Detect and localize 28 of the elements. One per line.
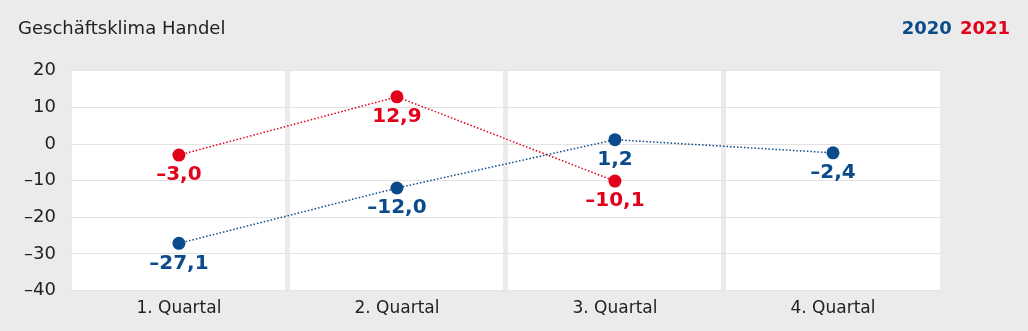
y-tick-label: –20 <box>24 205 56 227</box>
data-label: 12,9 <box>372 103 422 128</box>
data-label: 1,2 <box>597 145 633 170</box>
x-tick-label: 3. Quartal <box>572 297 658 318</box>
point <box>608 133 622 147</box>
point <box>172 236 186 250</box>
y-tick-label: –40 <box>24 278 56 300</box>
y-tick-label: 20 <box>33 58 56 80</box>
text: 2021 <box>959 17 1010 38</box>
point <box>390 181 404 195</box>
y-tick-label: –30 <box>24 241 56 263</box>
point <box>608 174 622 188</box>
data-label: –10,1 <box>585 187 645 212</box>
x-tick-label: 2. Quartal <box>354 297 440 318</box>
data-label: –3,0 <box>156 161 202 186</box>
x-tick-label: 1. Quartal <box>136 297 222 318</box>
y-tick-label: 10 <box>33 95 56 117</box>
data-label: –2,4 <box>810 159 856 184</box>
text: 2020 <box>901 17 952 38</box>
data-label: –27,1 <box>149 249 209 274</box>
y-tick-label: 0 <box>44 131 56 153</box>
x-tick-label: 4. Quartal <box>790 297 876 318</box>
data-label: –12,0 <box>367 194 427 219</box>
point <box>172 148 186 162</box>
point <box>390 90 404 104</box>
point <box>826 146 840 160</box>
y-tick-label: –10 <box>24 168 56 190</box>
chart-title: Geschäftsklima Handel <box>18 17 226 38</box>
